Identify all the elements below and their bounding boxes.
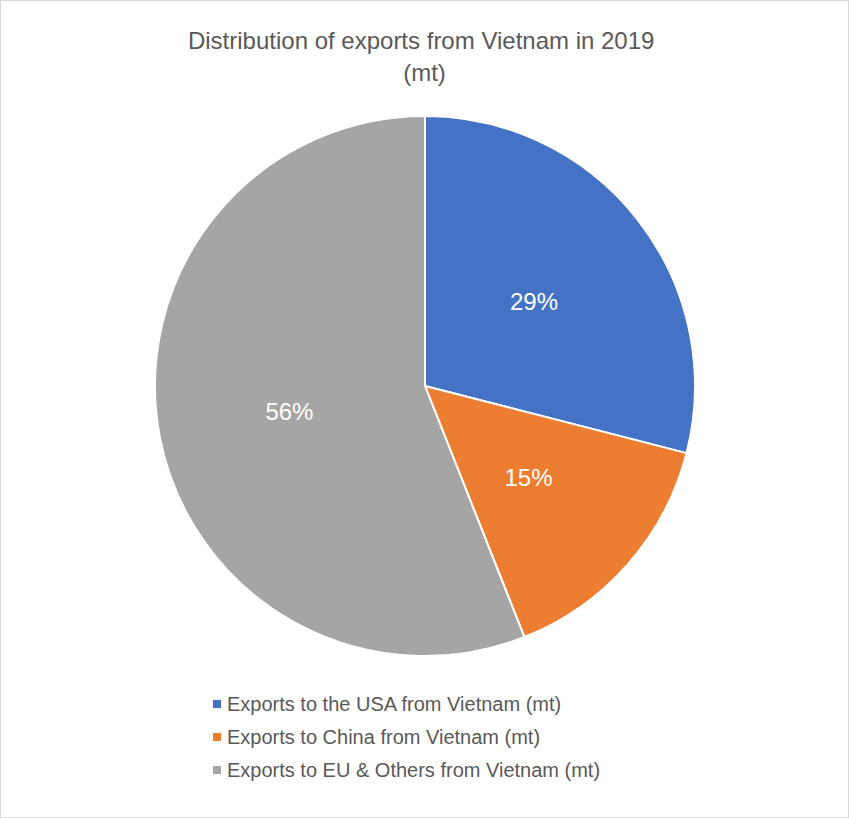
svg-text:29%: 29%: [510, 288, 558, 315]
svg-text:(mt): (mt): [403, 59, 446, 86]
svg-text:56%: 56%: [265, 398, 313, 425]
svg-text:Exports to the USA from Vietna: Exports to the USA from Vietnam (mt): [227, 693, 561, 715]
svg-text:15%: 15%: [504, 464, 552, 491]
svg-text:Distribution of exports from V: Distribution of exports from Vietnam in …: [188, 27, 661, 54]
svg-text:Exports to EU & Others from Vi: Exports to EU & Others from Vietnam (mt): [227, 759, 600, 781]
svg-text:Exports to China from Vietnam: Exports to China from Vietnam (mt): [227, 726, 540, 748]
